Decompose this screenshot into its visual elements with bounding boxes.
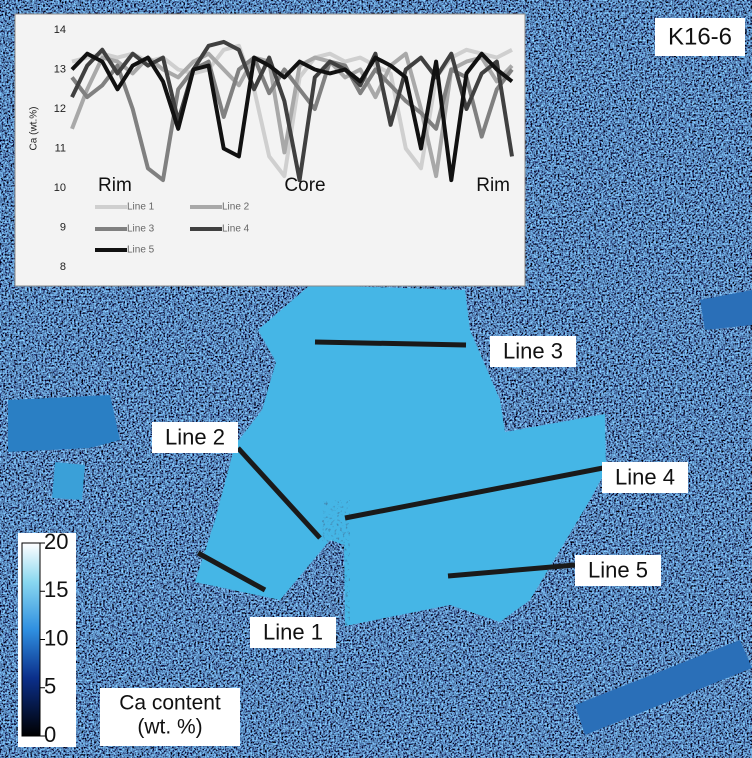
y-tick-label: 12 [54, 103, 66, 115]
annotation: Core [284, 175, 325, 196]
colorbar-tick-label: 0 [44, 722, 56, 747]
legend-label: Line 2 [222, 202, 250, 213]
y-axis-label: Ca (wt.%) [29, 107, 40, 151]
colorbar-tick-label: 10 [44, 625, 68, 650]
inset-chart: 8 9 10 11 12 13 14 Ca (wt.%) Rim Core Rim Line 1 Lin… [15, 14, 525, 286]
legend-label: Line 5 [127, 245, 155, 256]
legend-label: Line 4 [222, 224, 250, 235]
label: K16-6 [668, 23, 732, 50]
annotation: Rim [476, 175, 510, 196]
colorbar-title: Ca content [119, 692, 221, 715]
label: Line 5 [588, 557, 648, 582]
y-tick-label: 9 [60, 221, 66, 233]
figure: K16-6 Line 1 Line 2 Line 3 Line 4 Line 5 0 5 10… [0, 0, 752, 758]
colorbar-tick-label: 15 [44, 577, 68, 602]
colorbar-scale [22, 543, 40, 736]
colorbar-tick-label: 5 [44, 674, 56, 699]
colorbar-title: (wt. %) [137, 716, 202, 739]
y-tick-label: 11 [55, 142, 66, 154]
label: Line 2 [165, 424, 225, 449]
label: Line 3 [503, 338, 563, 363]
colorbar-tick-label: 20 [44, 529, 68, 554]
crystal [52, 462, 85, 500]
annotation: Rim [98, 175, 132, 196]
y-tick-label: 14 [54, 24, 66, 36]
legend-label: Line 1 [127, 202, 155, 213]
crystal [8, 395, 120, 452]
legend-label: Line 3 [127, 224, 155, 235]
y-tick-label: 10 [54, 182, 66, 194]
profile-line [315, 342, 466, 345]
label: Line 4 [615, 464, 675, 489]
y-tick-label: 8 [60, 261, 66, 273]
y-tick-label: 13 [54, 63, 66, 75]
label: Line 1 [263, 619, 323, 644]
